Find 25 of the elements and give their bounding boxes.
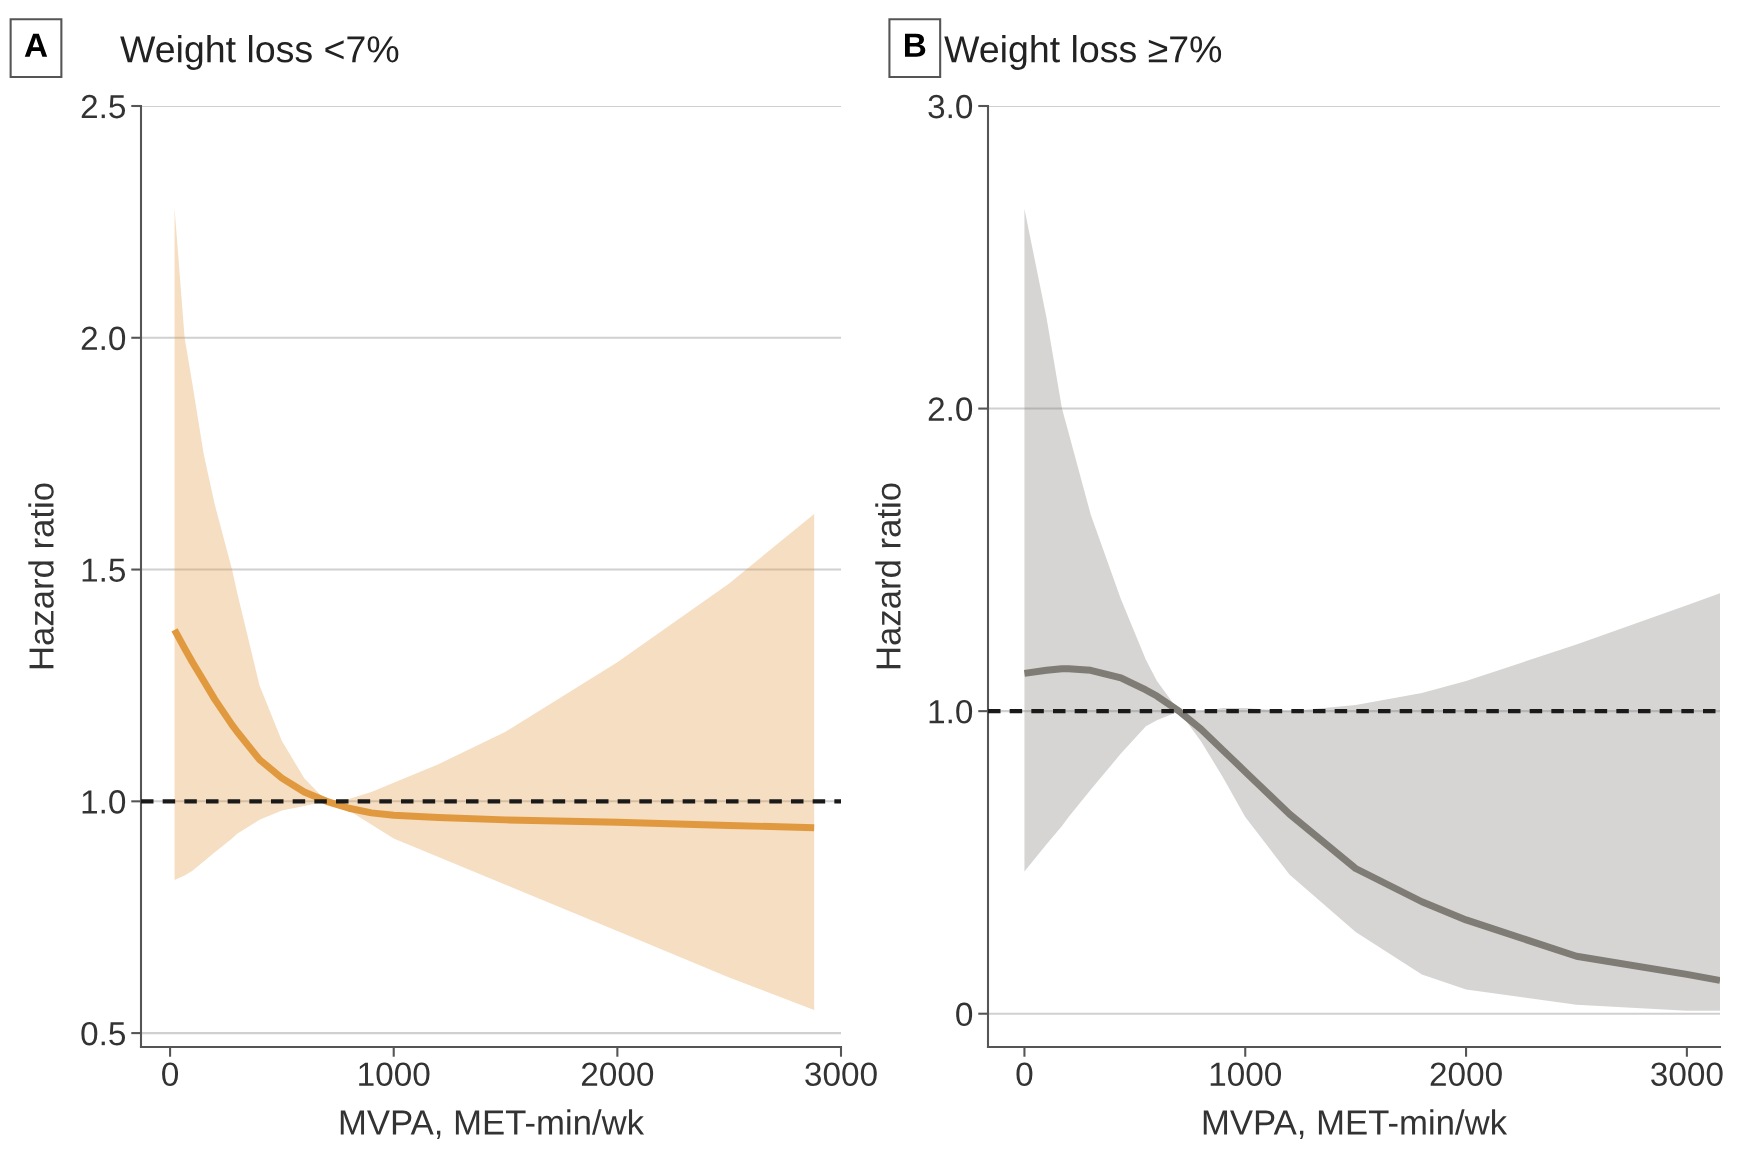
y-tick-label: 1.5 xyxy=(82,558,126,582)
x-tick-label: 1000 xyxy=(1210,1062,1282,1087)
y-axis-title: Hazard ratio xyxy=(875,483,901,669)
x-tick-label: 3000 xyxy=(1651,1062,1723,1087)
y-tick-label: 2.5 xyxy=(81,94,126,119)
text: B xyxy=(904,33,926,57)
x-tick-label: 2000 xyxy=(1430,1062,1502,1087)
x-axis-title: MVPA, MET-min/wk xyxy=(340,1109,645,1139)
x-tick-label: 2000 xyxy=(581,1062,654,1087)
x-axis-title: MVPA, MET-min/wk xyxy=(1203,1109,1508,1139)
y-tick-label: 3.0 xyxy=(928,94,973,119)
x-tick-label: 1000 xyxy=(359,1062,430,1087)
y-tick-label: 1.0 xyxy=(82,790,126,814)
text: A xyxy=(24,33,48,57)
y-tick-label: 0 xyxy=(956,1002,973,1027)
x-tick-label: 3000 xyxy=(805,1062,877,1087)
y-axis-title: Hazard ratio xyxy=(28,483,54,669)
chart-title: Weight loss ≥7% xyxy=(944,35,1222,70)
x-tick-label: 0 xyxy=(162,1062,179,1087)
y-tick-label: 2.0 xyxy=(928,397,973,421)
x-tick-label: 0 xyxy=(1016,1062,1033,1087)
y-tick-label: 0.5 xyxy=(81,1021,126,1046)
y-tick-label: 2.0 xyxy=(81,326,126,351)
y-tick-label: 1.0 xyxy=(929,699,973,724)
chart-title: Weight loss <7% xyxy=(120,35,399,70)
